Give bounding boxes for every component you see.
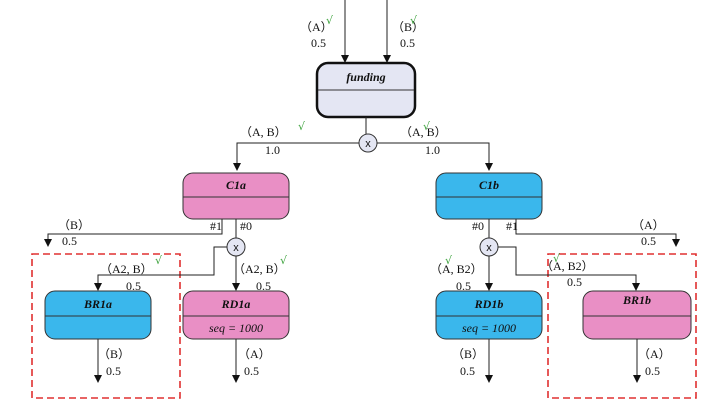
edge-g-rd1b-check: √ (445, 254, 453, 267)
edge-g-br1a-tag: （A2, B） (100, 262, 153, 276)
node-rd1a-seq: seq = 1000 (209, 321, 263, 335)
node-c1b-title: C1b (479, 178, 499, 192)
edge-br1b-out-tag: （A） (638, 347, 671, 361)
edge-gate-c1a (233, 142, 359, 171)
gate-split-top: x (358, 133, 378, 153)
node-rd1b-title: RD1b (474, 297, 504, 311)
node-rd1a[interactable]: RD1a seq = 1000 (182, 290, 290, 340)
edge-gate-br1b (498, 246, 640, 291)
edge-g-br1a-check: √ (155, 254, 163, 267)
edge-g-rd1a-check: √ (280, 254, 288, 267)
edge-g-rd1a-tag: （A2, B） (233, 262, 286, 276)
edge-br1a-out-tag: （B） (98, 347, 130, 361)
edge-g-br1b-check: √ (553, 252, 561, 265)
edge-in-a-prob: 0.5 (311, 36, 326, 50)
edge-in-b-prob: 0.5 (400, 36, 415, 50)
gate-split-right-symbol: x (486, 242, 492, 254)
gate-split-top-symbol: x (365, 138, 371, 150)
node-c1a-title: C1a (226, 178, 246, 192)
port-c1b-1: #1 (506, 219, 518, 233)
node-br1a-title: BR1a (83, 297, 112, 311)
edge-g-br1a-prob: 0.5 (126, 279, 141, 293)
edge-g-br1b-prob: 0.5 (567, 275, 582, 289)
edge-br1b-out-prob: 0.5 (645, 364, 660, 378)
edge-f-c1a-check: √ (298, 120, 306, 133)
edge-c1a-left-tag: （B） (58, 218, 90, 232)
edge-f-c1b-tag: （A, B） (400, 125, 447, 139)
node-funding[interactable]: funding (315, 61, 417, 119)
node-rd1b-seq: seq = 1000 (462, 321, 516, 335)
edge-f-c1a-tag: （A, B） (240, 125, 287, 139)
node-c1a[interactable]: C1a (182, 172, 290, 220)
edge-gate-c1b (377, 142, 493, 171)
edge-g-rd1b-prob: 0.5 (456, 279, 471, 293)
node-br1a[interactable]: BR1a (44, 290, 152, 340)
gate-split-left-symbol: x (233, 242, 239, 254)
edge-f-c1a-prob: 1.0 (265, 143, 280, 157)
edge-c1b-right-tag: （A） (632, 218, 665, 232)
node-br1b-title: BR1b (622, 293, 651, 307)
node-br1b[interactable]: BR1b (582, 290, 692, 340)
edge-c1a-left (44, 219, 223, 247)
node-funding-title: funding (346, 70, 385, 84)
edge-f-c1b-check: √ (423, 120, 431, 133)
edge-in-a-tag: （A） (300, 20, 333, 34)
node-rd1a-title: RD1a (221, 297, 251, 311)
edge-g-rd1a-prob: 0.5 (256, 279, 271, 293)
br1b-group-box (547, 253, 697, 399)
port-c1b-0: #0 (472, 219, 484, 233)
gate-split-left: x (226, 237, 246, 257)
port-c1a-0: #0 (240, 219, 252, 233)
edge-c1b-right-prob: 0.5 (641, 234, 656, 248)
edge-rd1b-out-prob: 0.5 (460, 364, 475, 378)
edge-g-br1b-tag: （A, B2） (541, 259, 594, 273)
edge-rd1b-out-tag: （B） (452, 347, 484, 361)
edge-br1a-out-prob: 0.5 (106, 364, 121, 378)
edge-in-b-tag: （B） (392, 20, 424, 34)
edge-rd1a-out-prob: 0.5 (244, 364, 259, 378)
edge-gate-br1a (94, 246, 227, 291)
edge-in-b-check: √ (410, 14, 418, 27)
edge-c1a-left-prob: 0.5 (62, 234, 77, 248)
edge-rd1a-out-tag: （A） (238, 347, 271, 361)
node-rd1b[interactable]: RD1b seq = 1000 (435, 290, 543, 340)
gate-split-right: x (479, 237, 499, 257)
node-c1b[interactable]: C1b (435, 172, 543, 220)
port-c1a-1: #1 (210, 219, 222, 233)
edge-g-rd1b-tag: （A, B2） (430, 262, 483, 276)
br1a-group-box (31, 253, 181, 399)
edge-in-a-check: √ (326, 14, 334, 27)
edge-c1b-right (515, 219, 680, 247)
edge-f-c1b-prob: 1.0 (425, 143, 440, 157)
